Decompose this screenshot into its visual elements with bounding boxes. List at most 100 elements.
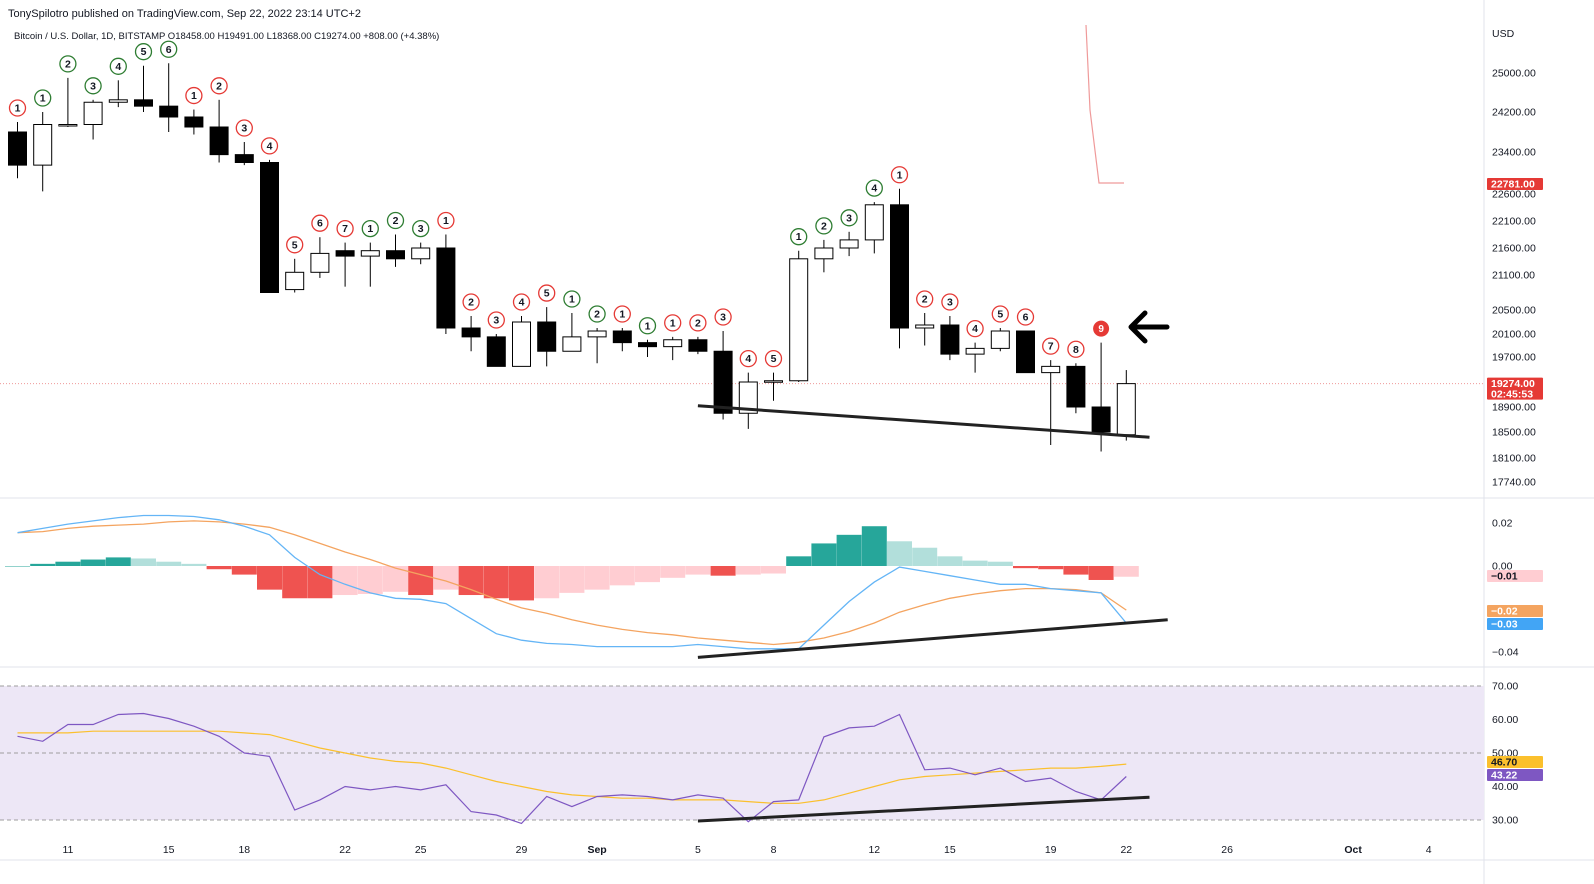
macd-histogram-bar xyxy=(307,566,333,599)
time-axis-tick: Oct xyxy=(1344,844,1362,856)
bullish-candle xyxy=(33,124,53,166)
td-count-label: 4 xyxy=(871,183,877,195)
td-count-badge xyxy=(462,293,480,311)
macd-histogram-bar xyxy=(206,566,232,570)
td-count-badge xyxy=(538,284,556,302)
td-count-badge xyxy=(588,305,606,323)
time-axis-tick: 4 xyxy=(1426,844,1432,856)
td-count-label: 1 xyxy=(619,309,625,321)
td-count-label: 3 xyxy=(241,123,247,135)
td-count-label: 4 xyxy=(972,323,978,335)
price-axis-tick: 20100.00 xyxy=(1492,329,1536,341)
td-count-badge xyxy=(336,219,354,238)
bullish-candle xyxy=(310,252,330,273)
bearish-candle xyxy=(461,327,481,338)
bearish-candle xyxy=(1066,365,1086,408)
bearish-candle xyxy=(940,324,960,355)
pale-red-level-line xyxy=(1085,24,1124,184)
macd-axis-tick: 0.02 xyxy=(1492,518,1513,530)
td-count-label: 6 xyxy=(1023,312,1029,324)
bullish-candle xyxy=(990,330,1010,349)
td-count-label: 1 xyxy=(191,90,197,102)
price-axis-tick: 18900.00 xyxy=(1492,402,1536,414)
bearish-candle xyxy=(1091,406,1111,433)
annotations xyxy=(1128,310,1170,344)
td-count-badge xyxy=(160,40,178,58)
price-axis-tick: 23400.00 xyxy=(1492,147,1536,159)
td-count-label: 6 xyxy=(166,44,172,56)
bearish-candle xyxy=(134,99,153,107)
macd-trendline xyxy=(697,618,1168,659)
bearish-candle xyxy=(638,342,657,348)
bullish-candle xyxy=(512,321,531,367)
last-price-tag-bg xyxy=(1487,377,1543,400)
time-axis-tick: 29 xyxy=(516,844,528,856)
macd-histogram-bar xyxy=(131,558,156,566)
td-count-badge xyxy=(210,77,228,95)
macd-histogram-bar xyxy=(685,566,711,575)
time-axis-tick: 11 xyxy=(62,844,73,856)
time-axis-tick: 8 xyxy=(771,844,777,856)
td-count-badge xyxy=(916,290,934,308)
price-axis-tick: 17740.00 xyxy=(1492,477,1536,489)
macd-histogram-bar xyxy=(861,526,887,566)
price-axis-tick: 22600.00 xyxy=(1492,189,1536,201)
td-count-label: 4 xyxy=(519,297,525,309)
macd-histogram-bar xyxy=(1088,566,1114,580)
publisher-line: TonySpilotro published on TradingView.co… xyxy=(8,8,361,20)
bearish-candle xyxy=(159,105,179,118)
td-count-label: 5 xyxy=(141,46,147,58)
macd-histogram-bar xyxy=(105,557,131,566)
td-count-badge xyxy=(361,219,379,238)
bearish-candle xyxy=(386,250,405,260)
bullish-candle xyxy=(1116,383,1136,436)
bullish-candle xyxy=(58,124,78,127)
macd-histogram-bar xyxy=(609,566,635,586)
td-count-label: 7 xyxy=(342,223,348,235)
td-count-label: 4 xyxy=(267,140,273,152)
td-count-badge xyxy=(815,217,833,235)
macd-histogram-bar xyxy=(534,566,560,599)
macd-histogram-bar xyxy=(231,566,257,575)
macd-hist-tag: −0.01 xyxy=(1491,571,1518,583)
bearish-candle xyxy=(688,339,708,352)
td-count-badge xyxy=(991,305,1009,323)
time-axis-tick: 26 xyxy=(1221,844,1233,856)
td-count-label: 8 xyxy=(1073,344,1079,356)
td-count-badge xyxy=(1067,340,1085,358)
macd-histogram-bar xyxy=(357,566,383,594)
bullish-candle xyxy=(864,204,884,241)
td-count-badge xyxy=(8,99,27,117)
td-count-label: 1 xyxy=(367,223,373,235)
bullish-candle xyxy=(1041,365,1061,374)
rsi-pane xyxy=(0,685,1484,825)
td-count-badge xyxy=(134,43,153,61)
rsi-value-tag: 43.22 xyxy=(1491,770,1517,782)
td-count-badge xyxy=(84,77,102,95)
bullish-candle xyxy=(738,381,758,414)
td-count-badge xyxy=(235,119,253,137)
td-count-label: 3 xyxy=(493,315,499,327)
td-count-label: 1 xyxy=(40,93,46,105)
rsi-ma-line xyxy=(17,730,1127,804)
td-count-badge xyxy=(34,89,52,107)
bearish-candle xyxy=(612,330,632,344)
macd-histogram-bar xyxy=(1038,566,1064,570)
rsi-axis-tick: 40.00 xyxy=(1492,781,1518,793)
rsi-ma-tag: 46.70 xyxy=(1491,757,1517,769)
rsi-trendline xyxy=(697,795,1150,823)
td-count-label: 1 xyxy=(897,169,903,181)
td-count-label: 2 xyxy=(393,215,399,227)
td-count-badge xyxy=(185,86,203,105)
bullish-candle xyxy=(285,271,305,291)
price-axis-tick: 20500.00 xyxy=(1492,305,1536,317)
bearish-candle xyxy=(260,162,279,293)
price-axis-tick: 24200.00 xyxy=(1492,107,1536,119)
price-axis-tick: 19700.00 xyxy=(1492,352,1536,364)
td-count-label: 5 xyxy=(292,239,298,251)
macd-histogram-bar xyxy=(156,561,182,566)
td-count-badge xyxy=(739,349,757,368)
td-count-label: 1 xyxy=(569,294,575,306)
td-count-label: 2 xyxy=(695,317,701,329)
